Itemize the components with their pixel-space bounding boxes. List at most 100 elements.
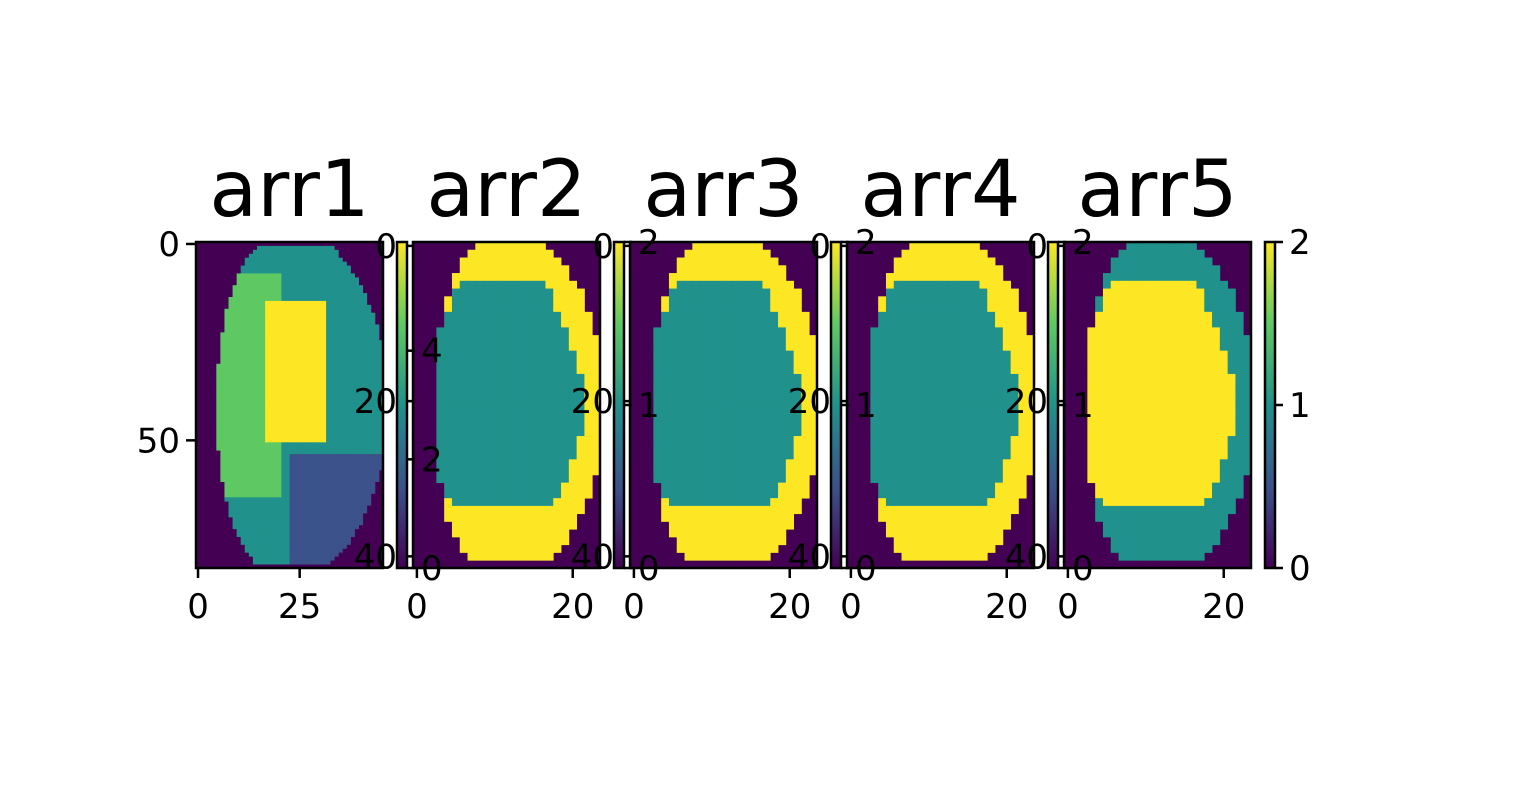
heatmap-cell [252, 548, 258, 553]
heatmap-cell [281, 383, 286, 388]
heatmap-cell [236, 430, 242, 435]
heatmap-cell [330, 348, 335, 353]
heatmap-cell [568, 319, 578, 328]
heatmap-cell [653, 335, 662, 344]
heatmap-cell [252, 375, 258, 380]
heatmap-cell [692, 342, 701, 352]
heatmap-cell [801, 311, 810, 321]
heatmap-cell [459, 319, 468, 328]
heatmap-cell [537, 288, 546, 297]
heatmap-cell [374, 434, 380, 439]
heatmap-cell [277, 410, 282, 416]
heatmap-cell [293, 308, 299, 314]
heatmap-cell [346, 296, 351, 302]
heatmap-cell [244, 493, 250, 498]
heatmap-cell [692, 529, 701, 538]
heatmap-cell [342, 399, 347, 404]
heatmap-cell [358, 296, 364, 302]
heatmap-cell [529, 280, 539, 289]
heatmap-cell [979, 405, 988, 414]
heatmap-cell [289, 473, 294, 479]
heatmap-cell [277, 446, 282, 451]
heatmap-cell [924, 319, 934, 328]
heatmap-cell [459, 443, 468, 452]
heatmap-cell [297, 293, 303, 298]
heatmap-cell [731, 373, 740, 383]
heatmap-cell [459, 451, 468, 460]
heatmap-cell [715, 397, 724, 406]
heatmap-cell [346, 465, 351, 471]
heatmap-cell [261, 249, 266, 255]
heatmap-cell [529, 420, 539, 429]
heatmap-cell [273, 316, 278, 321]
heatmap-cell [374, 399, 380, 404]
heatmap-cell [785, 335, 795, 344]
heatmap-cell [762, 257, 771, 266]
heatmap-cell [252, 257, 258, 263]
heatmap-cell [317, 410, 323, 416]
heatmap-cell [301, 414, 307, 420]
heatmap-cell [256, 442, 262, 447]
heatmap-cell [475, 273, 484, 282]
heatmap-cell [778, 405, 787, 414]
heatmap-cell [366, 359, 372, 365]
heatmap-cell [940, 358, 949, 367]
heatmap-cell [252, 489, 258, 494]
heatmap-cell [297, 465, 303, 471]
heatmap-cell [334, 418, 339, 424]
heatmap-cell [289, 403, 294, 408]
heatmap-cell [514, 459, 523, 468]
heatmap-cell [692, 443, 701, 452]
heatmap-cell [529, 319, 539, 328]
heatmap-cell [261, 544, 266, 549]
heatmap-cell [746, 280, 756, 289]
heatmap-cell [762, 536, 771, 546]
heatmap-cell [248, 324, 254, 329]
heatmap-cell [971, 428, 980, 437]
heatmap-cell [305, 406, 311, 412]
heatmap-cell [313, 265, 319, 270]
heatmap-cell [948, 280, 957, 289]
heatmap-cell [358, 469, 364, 475]
heatmap-cell [322, 253, 327, 259]
heatmap-cell [301, 296, 307, 302]
heatmap-cell [668, 474, 678, 484]
heatmap-cell [893, 397, 902, 406]
heatmap-cell [723, 451, 732, 460]
heatmap-cell [366, 489, 372, 494]
heatmap-cell [338, 438, 343, 443]
heatmap-cell [1018, 366, 1027, 375]
heatmap-cell [684, 529, 693, 538]
heatmap-cell [362, 363, 368, 369]
heatmap-cell [995, 405, 1004, 414]
heatmap-cell [661, 451, 670, 460]
heatmap-cell [297, 489, 303, 494]
heatmap-cell [893, 412, 902, 421]
heatmap-cell [870, 443, 879, 452]
heatmap-cell [285, 473, 290, 479]
heatmap-cell [216, 430, 221, 435]
heatmap-cell [358, 348, 364, 353]
heatmap-cell [893, 358, 902, 367]
heatmap-cell [269, 300, 274, 306]
heatmap-cell [483, 505, 492, 515]
heatmap-cell [281, 281, 286, 286]
heatmap-cell [668, 428, 678, 437]
heatmap-cell [248, 328, 254, 333]
heatmap-cell [754, 342, 763, 352]
heatmap-cell [216, 410, 221, 416]
heatmap-cell [370, 348, 376, 353]
heatmap-cell [240, 379, 246, 384]
heatmap-cell [684, 311, 693, 321]
heatmap-cell [995, 482, 1004, 491]
heatmap-cell [378, 351, 384, 357]
heatmap-cell [529, 536, 539, 546]
heatmap-cell [261, 524, 266, 530]
heatmap-cell [309, 293, 315, 298]
heatmap-cell [232, 308, 238, 314]
heatmap-cell [305, 422, 311, 427]
heatmap-cell [754, 498, 763, 507]
heatmap-cell [362, 426, 368, 431]
heatmap-cell [676, 490, 685, 499]
heatmap-cell [483, 405, 492, 414]
